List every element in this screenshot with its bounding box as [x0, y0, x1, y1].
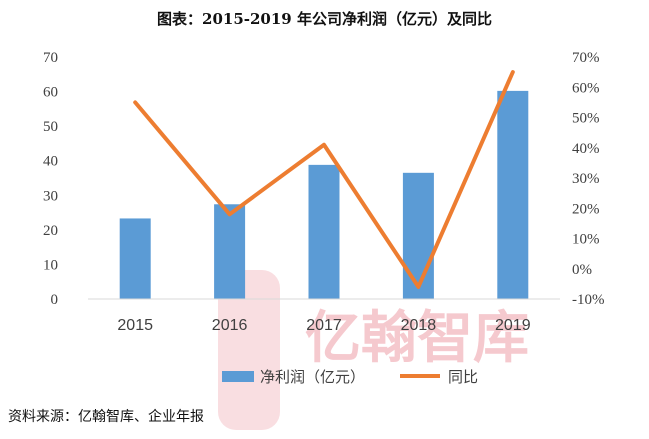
- left-tick-label: 60: [43, 85, 58, 101]
- line-series: [133, 70, 515, 289]
- right-tick-label: 60%: [572, 80, 600, 96]
- category-label: 2016: [212, 317, 248, 334]
- right-tick-label: 40%: [572, 141, 600, 157]
- bar-series: [119, 90, 529, 299]
- right-tick-label: 10%: [572, 232, 600, 248]
- right-tick-label: 20%: [572, 201, 600, 217]
- category-label: 2015: [117, 317, 153, 334]
- category-axis: 2015 2016 2017 2018 2019: [117, 317, 530, 334]
- chart-title: 图表：2015-2019 年公司净利润（亿元）及同比: [157, 10, 492, 28]
- bar: [402, 172, 434, 299]
- legend: 净利润（亿元） 同比: [222, 368, 478, 386]
- watermark-logo: [218, 270, 280, 430]
- left-tick-label: 10: [43, 257, 58, 273]
- category-label: 2018: [401, 317, 437, 334]
- left-axis: 0 10 20 30 40 50 60 70: [43, 50, 58, 308]
- left-tick-label: 0: [51, 292, 59, 308]
- watermark: 亿翰智库: [218, 270, 529, 430]
- source-note: 资料来源：亿翰智库、企业年报: [8, 409, 204, 425]
- right-tick-label: 30%: [572, 171, 600, 187]
- left-tick-label: 50: [43, 119, 58, 135]
- legend-bar-label: 净利润（亿元）: [260, 368, 365, 386]
- bar: [214, 204, 246, 299]
- category-label: 2017: [306, 317, 342, 334]
- left-tick-label: 20: [43, 223, 58, 239]
- left-tick-label: 40: [43, 154, 58, 170]
- bar: [497, 90, 529, 299]
- right-tick-label: -10%: [572, 292, 605, 308]
- left-tick-label: 70: [43, 50, 58, 66]
- right-axis: -10% 0% 10% 20% 30% 40% 50% 60% 70%: [572, 50, 605, 308]
- right-tick-label: 70%: [572, 50, 600, 66]
- right-tick-label: 50%: [572, 111, 600, 127]
- watermark-text: 亿翰智库: [305, 306, 529, 371]
- bar: [119, 218, 151, 299]
- left-tick-label: 30: [43, 188, 58, 204]
- bar: [308, 164, 340, 299]
- legend-bar-swatch: [222, 371, 254, 382]
- right-tick-label: 0%: [572, 262, 592, 278]
- legend-line-label: 同比: [448, 368, 478, 386]
- category-label: 2019: [495, 317, 531, 334]
